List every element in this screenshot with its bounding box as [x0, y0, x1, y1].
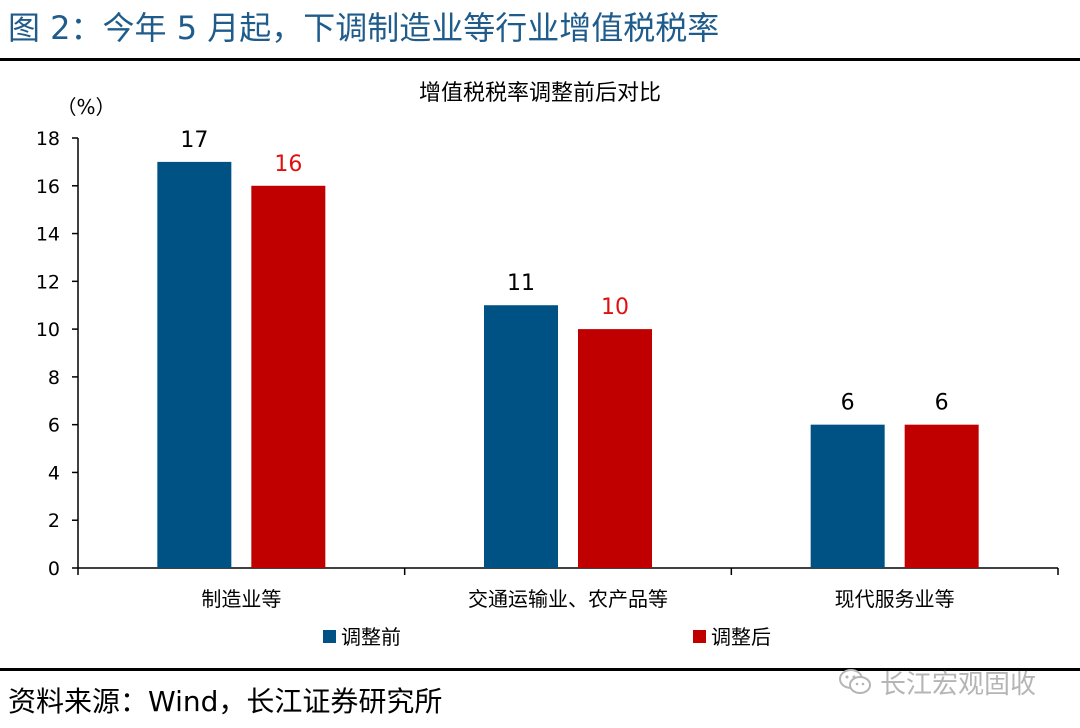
bar — [251, 185, 326, 568]
bar — [904, 424, 979, 568]
data-label: 17 — [180, 128, 208, 153]
data-label: 6 — [935, 391, 949, 416]
watermark-text: 长江宏观固收 — [880, 669, 1037, 700]
bar — [484, 305, 558, 568]
figure-title: 图 2：今年 5 月起，下调制造业等行业增值税税率 — [8, 9, 720, 47]
x-category-label: 现代服务业等 — [835, 587, 955, 611]
bar — [810, 424, 885, 568]
legend-label: 调整前 — [341, 625, 401, 649]
x-category-label: 交通运输业、农产品等 — [468, 587, 668, 611]
data-label: 6 — [841, 391, 855, 416]
bar — [157, 161, 232, 568]
data-label: 16 — [274, 152, 302, 177]
y-tick-label: 4 — [48, 462, 60, 484]
wechat-icon — [839, 669, 871, 694]
y-tick-label: 2 — [48, 510, 60, 532]
y-tick-label: 10 — [36, 319, 60, 341]
x-category-label: 制造业等 — [201, 587, 281, 611]
plot-area: 0 2 4 6 8 10 12 14 16 18 17 16 制造业等 11 10 交通运输业、农产品等 6 6 现… — [36, 128, 1059, 649]
legend-swatch — [693, 630, 706, 643]
y-tick-label: 0 — [48, 558, 60, 580]
y-tick-label: 16 — [36, 176, 60, 198]
bottom-rule — [0, 668, 1080, 671]
y-axis-unit-label: （%） — [56, 95, 115, 119]
y-tick-label: 6 — [48, 415, 60, 437]
source-note: 资料来源：Wind，长江证券研究所 — [8, 685, 443, 718]
y-tick-label: 14 — [36, 224, 60, 246]
y-tick-label: 8 — [48, 367, 60, 389]
chart-title: 增值税税率调整前后对比 — [419, 81, 661, 106]
top-rule — [0, 58, 1080, 61]
watermark: 长江宏观固收 — [838, 664, 1036, 700]
legend-swatch — [323, 630, 336, 643]
legend-label: 调整后 — [711, 625, 771, 649]
y-tick-label: 12 — [36, 271, 60, 293]
y-tick-label: 18 — [36, 128, 60, 150]
data-label: 10 — [601, 295, 629, 320]
data-label: 11 — [507, 271, 535, 296]
bar — [578, 329, 652, 568]
